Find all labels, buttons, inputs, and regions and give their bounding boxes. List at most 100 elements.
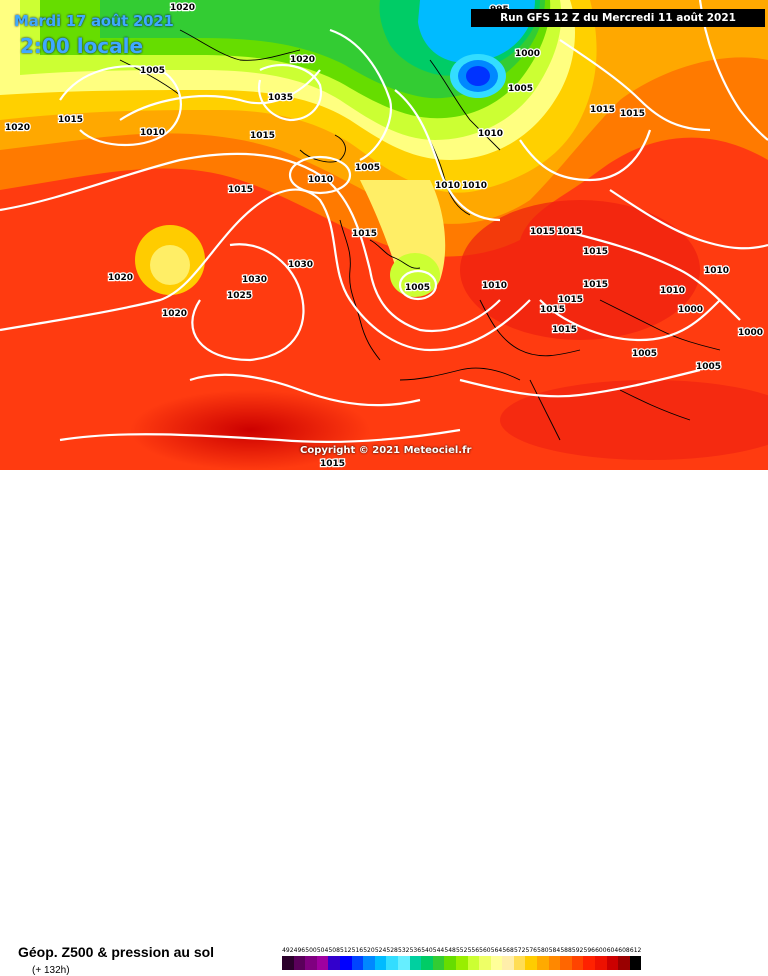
scale-cell: 516 bbox=[351, 946, 364, 972]
scale-cell: 544 bbox=[432, 946, 445, 972]
scale-label: 512 bbox=[340, 947, 352, 954]
scale-label: 564 bbox=[490, 947, 503, 954]
scale-cell: 552 bbox=[455, 946, 468, 972]
scale-cell: 504 bbox=[316, 946, 329, 972]
isobar-label: 1000 bbox=[515, 49, 540, 59]
isobar-label: 1025 bbox=[227, 291, 252, 301]
isobar-label: 1015 bbox=[590, 105, 615, 115]
forecast-local-time: 2:00 locale bbox=[20, 34, 144, 58]
scale-label: 552 bbox=[455, 947, 468, 954]
scale-cell: 608 bbox=[618, 946, 630, 972]
scale-label: 588 bbox=[560, 947, 572, 954]
scale-swatch bbox=[432, 956, 445, 970]
scale-label: 596 bbox=[583, 947, 595, 954]
scale-cell: 540 bbox=[421, 946, 433, 972]
scale-swatch bbox=[548, 956, 561, 970]
scale-cell: 492 bbox=[282, 946, 294, 972]
isobar-label: 1030 bbox=[288, 260, 313, 270]
scale-swatch bbox=[421, 956, 433, 970]
scale-label: 516 bbox=[351, 947, 364, 954]
scale-label: 492 bbox=[282, 947, 294, 954]
isobar-label: 1010 bbox=[704, 266, 729, 276]
isobar-label: 1020 bbox=[170, 3, 195, 13]
isobar-label: 1015 bbox=[583, 280, 608, 290]
isobar-label: 1010 bbox=[478, 129, 503, 139]
scale-swatch bbox=[571, 956, 584, 970]
isobar-label: 1015 bbox=[320, 459, 345, 469]
scale-label: 568 bbox=[502, 947, 514, 954]
isobar-label: 1015 bbox=[552, 325, 577, 335]
scale-cell: 604 bbox=[606, 946, 619, 972]
isobar-label: 1010 bbox=[435, 181, 460, 191]
scale-cell: 596 bbox=[583, 946, 596, 972]
model-run-label: Run GFS 12 Z du Mercredi 11 août 2021 bbox=[471, 9, 765, 27]
isobar-label: 1015 bbox=[228, 185, 253, 195]
scale-swatch bbox=[525, 956, 538, 970]
map-title: Géop. Z500 & pression au sol bbox=[18, 944, 215, 960]
geopotential-field: 1020 1005 1010 1015 1020 1020 1015 1035 … bbox=[0, 0, 768, 470]
scale-label: 524 bbox=[374, 947, 387, 954]
isobar-label: 1015 bbox=[352, 229, 377, 239]
scale-cell: 612 bbox=[629, 946, 642, 972]
scale-swatch bbox=[455, 956, 468, 970]
scale-swatch bbox=[560, 956, 572, 970]
scale-cell: 584 bbox=[548, 946, 561, 972]
scale-label: 560 bbox=[479, 947, 491, 954]
isobar-label: 1005 bbox=[355, 163, 380, 173]
isobar-label: 1005 bbox=[508, 84, 533, 94]
scale-swatch bbox=[502, 956, 514, 970]
scale-swatch bbox=[537, 956, 549, 970]
scale-cell: 520 bbox=[363, 946, 375, 972]
forecast-range: (+ 132h) bbox=[32, 965, 70, 976]
scale-label: 612 bbox=[629, 947, 642, 954]
scale-swatch bbox=[490, 956, 503, 970]
isobar-label: 1020 bbox=[5, 123, 30, 133]
isobar-label: 1020 bbox=[162, 309, 187, 319]
scale-cell: 532 bbox=[397, 946, 410, 972]
isobar-label: 1035 bbox=[268, 93, 293, 103]
isobar-label: 1010 bbox=[308, 175, 333, 185]
scale-label: 540 bbox=[421, 947, 433, 954]
scale-cell: 576 bbox=[525, 946, 538, 972]
isobar-label: 1010 bbox=[462, 181, 487, 191]
scale-swatch bbox=[351, 956, 364, 970]
scale-cell: 560 bbox=[479, 946, 491, 972]
scale-label: 592 bbox=[571, 947, 584, 954]
scale-cell: 500 bbox=[305, 946, 317, 972]
scale-swatch bbox=[618, 956, 630, 970]
isobar-label: 1010 bbox=[660, 286, 685, 296]
legend-footer: Géop. Z500 & pression au sol (+ 132h) 49… bbox=[0, 470, 768, 976]
scale-cell: 592 bbox=[571, 946, 584, 972]
scale-swatch bbox=[595, 956, 607, 970]
scale-swatch bbox=[363, 956, 375, 970]
scale-label: 556 bbox=[467, 947, 480, 954]
scale-label: 584 bbox=[548, 947, 561, 954]
color-scale: 492 496 500 504 508 512 516 520 524 528 532 536 540 5… bbox=[282, 946, 642, 972]
isobar-label: 1000 bbox=[738, 328, 763, 338]
scale-swatch bbox=[606, 956, 619, 970]
scale-swatch bbox=[583, 956, 596, 970]
scale-label: 500 bbox=[305, 947, 317, 954]
scale-swatch bbox=[386, 956, 398, 970]
scale-cell: 512 bbox=[339, 946, 352, 972]
scale-cell: 524 bbox=[374, 946, 387, 972]
scale-label: 604 bbox=[606, 947, 619, 954]
scale-label: 528 bbox=[386, 947, 398, 954]
scale-swatch bbox=[444, 956, 456, 970]
isobar-label: 1020 bbox=[108, 273, 133, 283]
scale-swatch bbox=[479, 956, 491, 970]
scale-swatch bbox=[293, 956, 306, 970]
forecast-date: Mardi 17 août 2021 bbox=[14, 12, 174, 30]
copyright-notice: Copyright © 2021 Meteociel.fr bbox=[300, 445, 472, 456]
scale-swatch bbox=[513, 956, 526, 970]
isobar-label: 1015 bbox=[530, 227, 555, 237]
scale-swatch bbox=[328, 956, 340, 970]
scale-swatch bbox=[397, 956, 410, 970]
scale-cell: 496 bbox=[293, 946, 306, 972]
scale-label: 504 bbox=[316, 947, 329, 954]
scale-cell: 600 bbox=[595, 946, 607, 972]
scale-swatch bbox=[374, 956, 387, 970]
isobar-label: 1010 bbox=[140, 128, 165, 138]
scale-swatch bbox=[316, 956, 329, 970]
isobar-label: 1015 bbox=[58, 115, 83, 125]
